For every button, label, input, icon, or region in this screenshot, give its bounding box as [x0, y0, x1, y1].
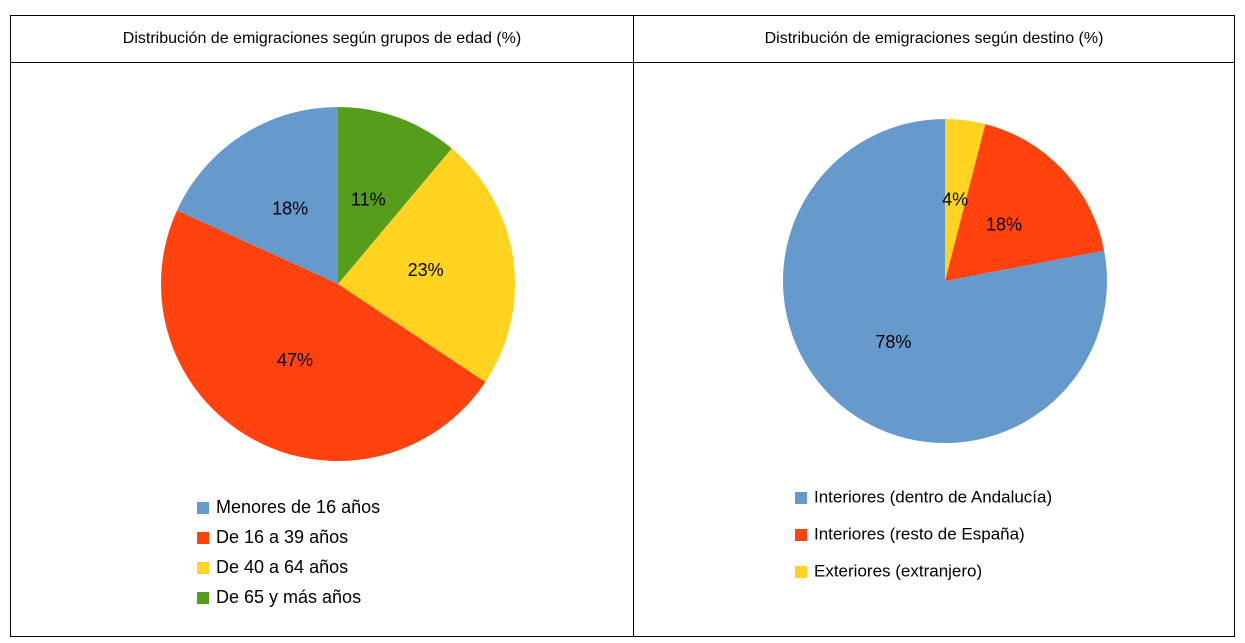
data-label: 47%: [277, 350, 313, 370]
legend-swatch: [795, 492, 807, 504]
pie-slice: [945, 124, 1105, 281]
legend-label: Interiores (dentro de Andalucía): [814, 487, 1052, 506]
legend-label: Menores de 16 años: [216, 497, 380, 517]
data-label: 78%: [875, 332, 911, 352]
chart-title: Distribución de emigraciones según grupo…: [123, 30, 521, 47]
pie-slice: [338, 148, 515, 383]
legend-swatch: [795, 529, 807, 541]
legend-label: De 40 a 64 años: [216, 557, 348, 577]
legend-label: De 65 y más años: [216, 587, 361, 607]
pie-slice: [338, 107, 452, 284]
data-label: 18%: [986, 214, 1022, 234]
pie-slice: [161, 210, 486, 461]
legend-swatch: [197, 592, 209, 604]
pie-slice: [945, 119, 986, 281]
data-label: 18%: [272, 198, 308, 218]
data-label: 4%: [942, 189, 968, 209]
pie-slice: [176, 107, 338, 284]
legend-swatch: [197, 502, 209, 514]
legend-label: De 16 a 39 años: [216, 527, 348, 547]
chart-title: Distribución de emigraciones según desti…: [765, 30, 1104, 47]
legend-swatch: [197, 532, 209, 544]
table-border: [10, 15, 1235, 637]
legend-label: Exteriores (extranjero): [814, 561, 982, 580]
legend-swatch: [795, 566, 807, 578]
legend-label: Interiores (resto de España): [814, 524, 1025, 543]
data-label: 11%: [351, 190, 386, 210]
data-label: 23%: [408, 260, 444, 280]
legend-swatch: [197, 562, 209, 574]
